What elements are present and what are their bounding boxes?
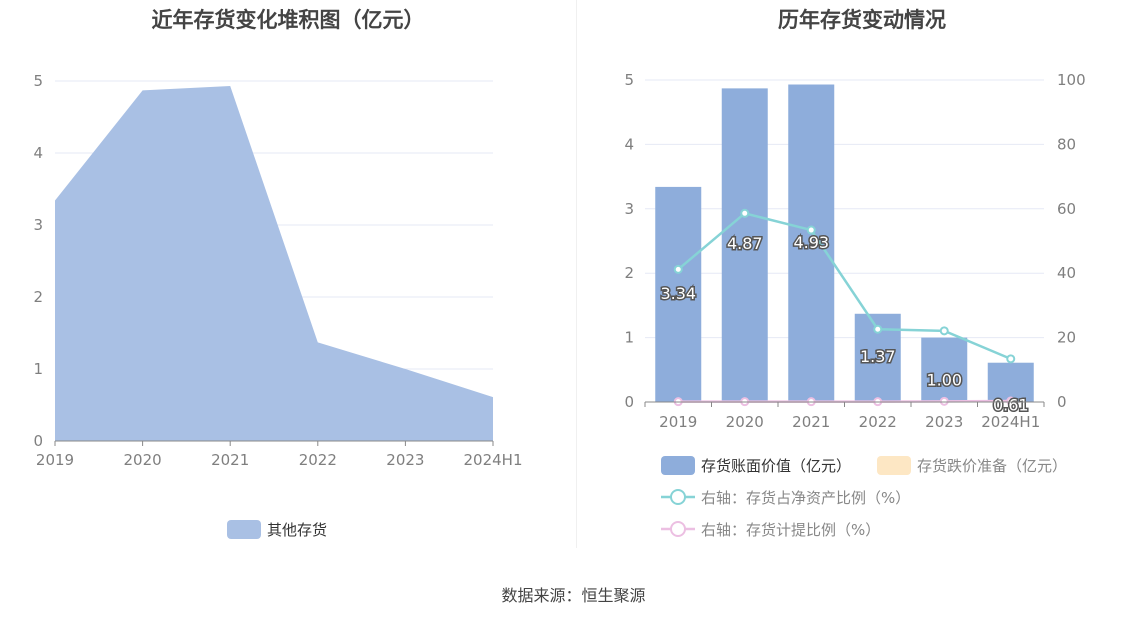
legend-label-provision-ratio: 右轴：存货计提比例（%） <box>701 521 880 539</box>
left-x-tick-label: 2021 <box>211 451 249 469</box>
panel-divider <box>576 0 577 548</box>
right-y2-tick-label: 0 <box>1057 393 1067 411</box>
series-inventory-provision-ratio-point <box>939 396 949 406</box>
bar-data-label: 1.00 <box>926 371 962 390</box>
right-x-tick-label: 2024H1 <box>981 413 1040 431</box>
bar-inventory-book-value <box>721 88 768 402</box>
bar-data-label: 1.37 <box>860 347 896 366</box>
series-inventory-net-asset-ratio-point <box>806 225 816 235</box>
left-chart-panel: 近年存货变化堆积图（亿元） 0 1 2 3 4 5 2019 2020 2021 2022 2023… <box>0 0 576 560</box>
left-y-tick-label: 3 <box>33 216 43 234</box>
series-inventory-net-asset-ratio-point <box>1006 354 1016 364</box>
left-y-tick-label: 4 <box>33 144 43 162</box>
left-y-tick-label: 5 <box>33 72 43 90</box>
series-inventory-net-asset-ratio-point <box>939 326 949 336</box>
bar-inventory-book-value <box>788 84 835 403</box>
left-y-tick-label: 2 <box>33 288 43 306</box>
left-y-tick-label: 1 <box>33 360 43 378</box>
left-x-tick-label: 2022 <box>299 451 337 469</box>
right-chart-svg: 0 1 2 3 4 5 0 20 40 60 80 100 3.34 4.87 4.93 1.37 1.00 0.… <box>624 71 1086 539</box>
bar-inventory-book-value <box>921 337 968 402</box>
left-chart-svg: 0 1 2 3 4 5 2019 2020 2021 2022 2023 2024H1 其他存货 <box>33 72 523 539</box>
right-x-tick-label: 2021 <box>792 413 830 431</box>
area-series-other-inventory <box>55 86 493 441</box>
right-x-tick-label: 2023 <box>925 413 963 431</box>
legend-label-provision: 存货跌价准备（亿元） <box>917 457 1067 475</box>
right-y-tick-label: 3 <box>624 200 634 218</box>
right-y-tick-label: 0 <box>624 393 634 411</box>
right-y2-tick-label: 100 <box>1057 71 1086 89</box>
legend-swatch-provision <box>877 456 911 475</box>
right-chart-panel: 历年存货变动情况 0 1 2 3 4 5 0 20 40 60 80 100 3.34 4.87 4.93 1… <box>577 0 1147 560</box>
right-y-tick-label: 1 <box>624 329 634 347</box>
right-y2-tick-label: 60 <box>1057 200 1076 218</box>
right-y-tick-label: 2 <box>624 264 634 282</box>
bar-data-label: 4.87 <box>727 234 763 253</box>
series-inventory-net-asset-ratio-point <box>740 208 750 218</box>
bar-inventory-book-value <box>987 362 1034 402</box>
data-source-note: 数据来源：恒生聚源 <box>501 586 646 605</box>
right-y2-tick-label: 40 <box>1057 264 1076 282</box>
legend-label-net-asset-ratio: 右轴：存货占净资产比例（%） <box>701 489 910 507</box>
right-y2-tick-label: 80 <box>1057 135 1076 153</box>
series-inventory-provision-ratio-point <box>1006 396 1016 406</box>
left-x-tick-label: 2020 <box>124 451 162 469</box>
legend-swatch-net-asset-ratio-marker <box>670 489 686 505</box>
bar-inventory-book-value <box>655 186 702 402</box>
bar-data-label: 0.61 <box>993 396 1029 415</box>
legend-swatch-provision-ratio-marker <box>670 521 686 537</box>
left-chart-title: 近年存货变化堆积图（亿元） <box>151 8 425 32</box>
right-x-tick-label: 2022 <box>859 413 897 431</box>
bar-data-label: 4.93 <box>793 233 829 252</box>
legend-swatch-other-inventory <box>227 520 261 539</box>
right-x-tick-label: 2019 <box>659 413 697 431</box>
left-y-tick-label: 0 <box>33 432 43 450</box>
right-x-tick-label: 2020 <box>726 413 764 431</box>
right-y-tick-label: 4 <box>624 135 634 153</box>
right-y2-tick-label: 20 <box>1057 329 1076 347</box>
series-inventory-net-asset-ratio-line <box>677 211 1012 361</box>
left-x-tick-label: 2024H1 <box>464 451 523 469</box>
series-inventory-net-asset-ratio-point <box>873 324 883 334</box>
series-inventory-net-asset-ratio-point <box>673 264 683 274</box>
left-x-tick-label: 2023 <box>386 451 424 469</box>
right-y-tick-label: 5 <box>624 71 634 89</box>
right-chart-title: 历年存货变动情况 <box>778 8 946 32</box>
legend-label-book-value: 存货账面价值（亿元） <box>701 457 851 475</box>
bar-data-label: 3.34 <box>660 284 696 303</box>
left-x-tick-label: 2019 <box>36 451 74 469</box>
legend-label-other-inventory: 其他存货 <box>267 521 327 539</box>
legend-swatch-book-value <box>661 456 695 475</box>
